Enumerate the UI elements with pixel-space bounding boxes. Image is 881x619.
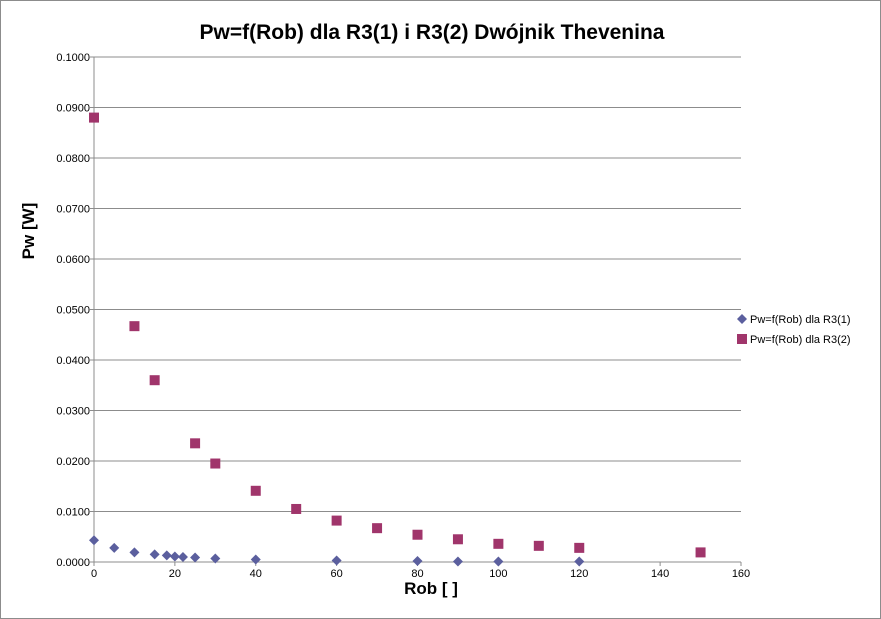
series1-diamond-point [493, 556, 504, 567]
series1-diamond-point [574, 556, 585, 567]
legend-label: Pw=f(Rob) dla R3(2) [750, 334, 851, 346]
series2-square-point [493, 538, 504, 549]
series1-diamond-point [89, 535, 99, 546]
series1-diamond-point [149, 549, 160, 560]
x-tick-label: 80 [411, 568, 423, 580]
series2-square-point [533, 540, 544, 551]
x-tick-label: 120 [570, 568, 588, 580]
axes [90, 56, 742, 566]
x-tick-label: 100 [489, 568, 507, 580]
y-tick-label: 0.0000 [56, 557, 90, 569]
series1-diamond-point [452, 556, 463, 567]
y-tick-label: 0.0300 [56, 406, 90, 418]
y-tick-label: 0.0500 [56, 305, 90, 317]
y-tick-label: 0.0100 [56, 507, 90, 519]
y-axis-title: Pw [W] [19, 203, 38, 260]
series1-diamond-point [161, 550, 172, 561]
legend-marker [737, 334, 747, 344]
data-points [89, 112, 706, 567]
series2-square-point [210, 458, 221, 469]
series2-square-point [291, 503, 302, 514]
x-tick-label: 20 [169, 568, 181, 580]
series1-diamond-point [412, 555, 423, 566]
x-tick-label: 160 [732, 568, 750, 580]
series2-square-point [250, 485, 261, 496]
x-tick-label: 60 [331, 568, 343, 580]
y-tick-label: 0.0600 [56, 254, 90, 266]
series2-square-point [190, 438, 201, 449]
x-tick-label: 40 [250, 568, 262, 580]
series1-diamond-point [177, 551, 188, 562]
x-axis-title: Rob [ ] [404, 579, 458, 598]
series2-square-point [372, 523, 383, 534]
series2-square-point [452, 534, 463, 545]
legend-marker [737, 314, 747, 324]
series2-square-point [331, 515, 342, 526]
chart-title: Pw=f(Rob) dla R3(1) i R3(2) Dwójnik Thev… [200, 21, 665, 44]
x-tick-labels: 0 20 40 60 80 100 120 140 160 [91, 568, 750, 580]
series1-diamond-point [250, 554, 261, 565]
series1-diamond-point [331, 555, 342, 566]
y-tick-label: 0.1000 [56, 52, 90, 64]
series2-square-point [149, 375, 160, 386]
series1-diamond-point [129, 547, 140, 558]
y-tick-label: 0.0200 [56, 456, 90, 468]
series2-square-point [129, 321, 140, 332]
series1-diamond-point [109, 542, 120, 553]
legend: Pw=f(Rob) dla R3(1) Pw=f(Rob) dla R3(2) [737, 314, 851, 346]
series2-square-point [89, 112, 99, 123]
series2-square-point [412, 529, 423, 540]
x-tick-label: 0 [91, 568, 97, 580]
series2-square-point [574, 542, 585, 553]
y-tick-label: 0.0400 [56, 355, 90, 367]
y-tick-label: 0.0800 [56, 153, 90, 165]
series1-diamond-point [210, 553, 221, 564]
y-tick-label: 0.0700 [56, 204, 90, 216]
y-tick-labels: 0.0000 0.0100 0.0200 0.0300 0.0400 0.0500 0.06… [56, 52, 90, 569]
series2-square-point [695, 547, 706, 558]
x-tick-label: 140 [651, 568, 669, 580]
series1-diamond-point [190, 552, 201, 563]
y-tick-label: 0.0900 [56, 103, 90, 115]
gridlines [94, 56, 741, 512]
legend-label: Pw=f(Rob) dla R3(1) [750, 314, 851, 326]
series1-diamond-point [169, 551, 180, 562]
